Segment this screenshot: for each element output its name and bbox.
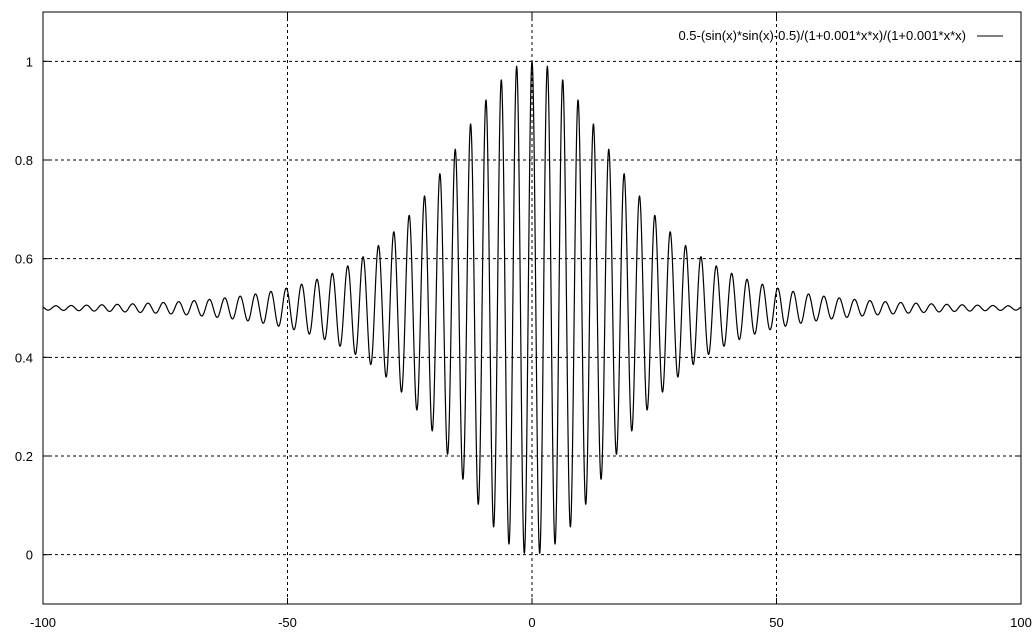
- grid: [43, 12, 1021, 604]
- y-tick-label: 0.2: [15, 449, 33, 464]
- legend-label: 0.5-(sin(x)*sin(x)-0.5)/(1+0.001*x*x)/(1…: [678, 28, 966, 43]
- x-tick-label: 0: [528, 615, 535, 630]
- x-axis: -100 -50 0 50 100: [30, 12, 1032, 630]
- y-tick-label: 0.8: [15, 153, 33, 168]
- legend: 0.5-(sin(x)*sin(x)-0.5)/(1+0.001*x*x)/(1…: [678, 28, 1003, 43]
- y-tick-label: 0.6: [15, 252, 33, 267]
- y-axis: 0 0.2 0.4 0.6 0.8 1: [15, 54, 1021, 563]
- y-tick-label: 0: [26, 548, 33, 563]
- x-tick-label: -100: [30, 615, 56, 630]
- series-line-0: [42, 60, 1022, 554]
- x-tick-label: -50: [278, 615, 297, 630]
- x-tick-label: 100: [1010, 615, 1032, 630]
- y-tick-label: 0.4: [15, 350, 33, 365]
- y-tick-label: 1: [26, 54, 33, 69]
- series-layer: [42, 60, 1022, 554]
- x-tick-label: 50: [769, 615, 783, 630]
